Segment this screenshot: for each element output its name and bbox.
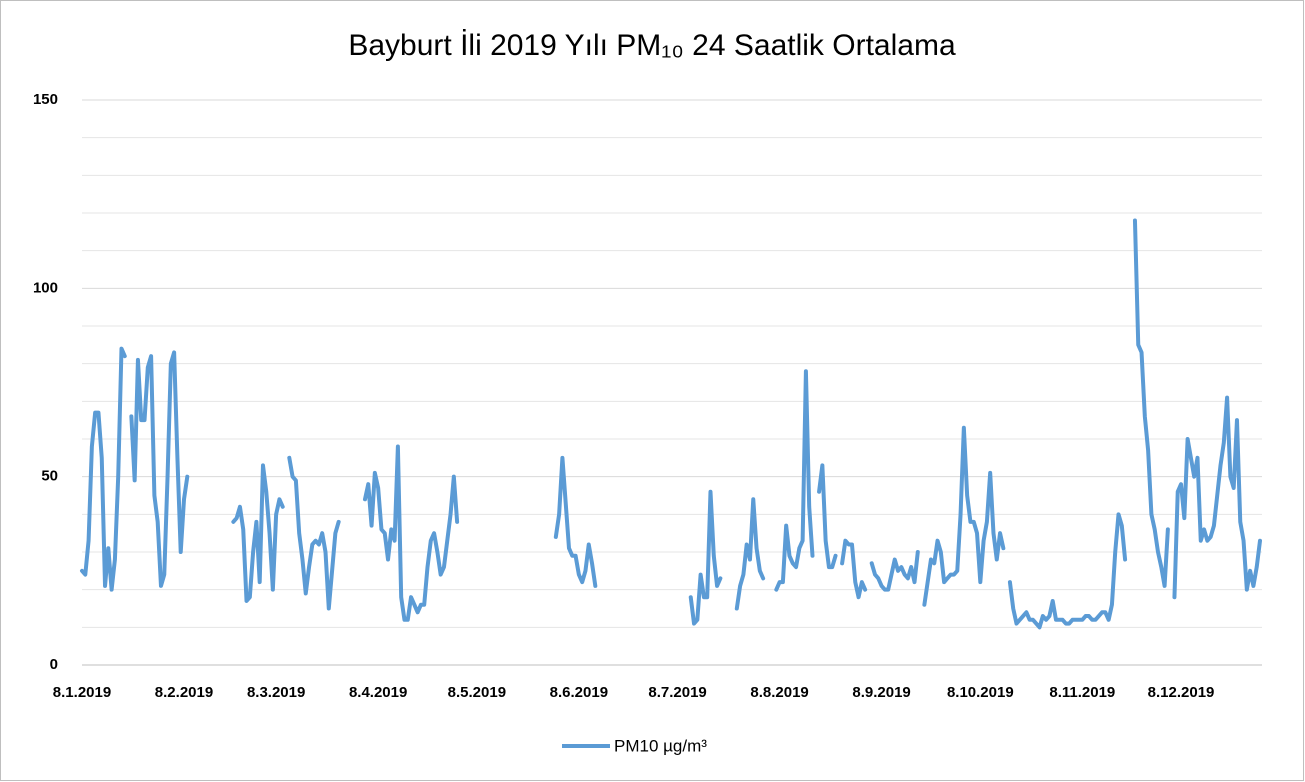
x-tick-label: 8.7.2019 (648, 684, 706, 701)
x-tick-label: 8.12.2019 (1148, 684, 1215, 701)
y-tick-label: 100 (33, 279, 58, 296)
x-tick-label: 8.4.2019 (349, 684, 407, 701)
data-line (80, 218, 1262, 630)
x-tick-label: 8.3.2019 (247, 684, 305, 701)
x-tick-label: 8.10.2019 (947, 684, 1014, 701)
y-tick-label: 50 (41, 468, 58, 485)
x-tick-label: 8.1.2019 (53, 684, 111, 701)
chart-title: Bayburt İli 2019 Yılı PM₁₀ 24 Saatlik Or… (348, 29, 956, 62)
x-tick-label: 8.8.2019 (750, 684, 808, 701)
x-tick-label: 8.2.2019 (155, 684, 213, 701)
x-tick-label: 8.6.2019 (550, 684, 608, 701)
x-tick-label: 8.9.2019 (852, 684, 910, 701)
legend-label: PM10 µg/m³ (614, 736, 707, 755)
y-tick-label: 0 (50, 656, 58, 673)
x-tick-label: 8.11.2019 (1049, 684, 1115, 701)
x-tick-label: 8.5.2019 (448, 684, 506, 701)
y-tick-label: 150 (33, 91, 58, 108)
